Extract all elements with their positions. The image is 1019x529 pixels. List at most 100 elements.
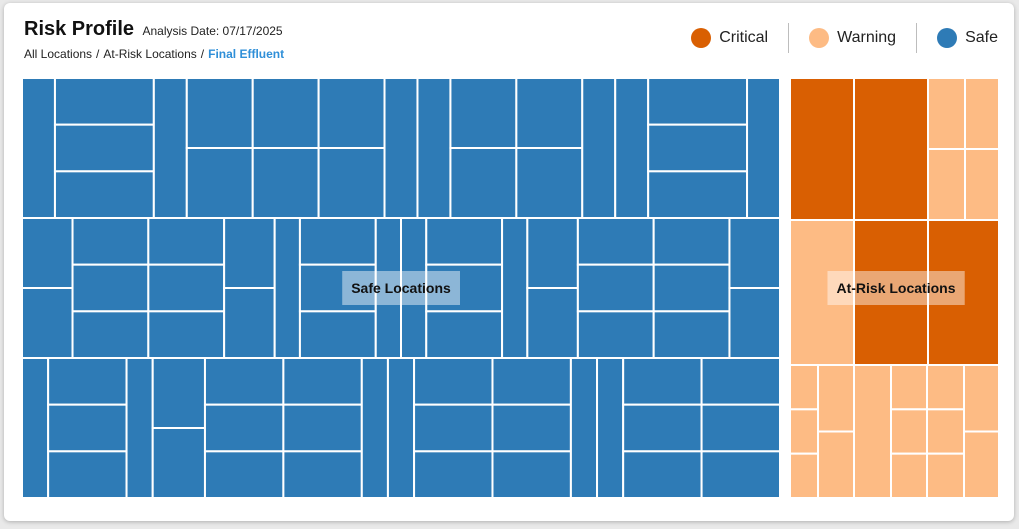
treemap-cell-safe[interactable] — [614, 78, 650, 219]
treemap-cell-safe[interactable] — [652, 263, 731, 313]
treemap-cell-safe[interactable] — [413, 403, 494, 453]
treemap-cell-safe[interactable] — [515, 78, 584, 149]
treemap-cell-safe[interactable] — [47, 357, 128, 406]
treemap-cell-warning[interactable] — [964, 78, 998, 150]
treemap-cell-safe[interactable] — [700, 450, 781, 500]
treemap-cell-safe[interactable] — [251, 78, 320, 149]
treemap-cell-safe[interactable] — [317, 147, 386, 219]
treemap-cell-safe[interactable] — [576, 217, 655, 266]
treemap-cell-safe[interactable] — [185, 78, 254, 149]
treemap-cell-warning[interactable] — [926, 364, 965, 411]
treemap-cell-safe[interactable] — [147, 263, 226, 313]
treemap-cell-safe[interactable] — [449, 78, 518, 149]
treemap-cell-safe[interactable] — [746, 78, 781, 219]
treemap-cell-safe[interactable] — [22, 357, 50, 499]
treemap-cell-safe[interactable] — [71, 310, 150, 359]
treemap-cell-warning[interactable] — [890, 364, 928, 411]
treemap-cell-warning[interactable] — [926, 452, 965, 499]
treemap-cell-safe[interactable] — [185, 147, 254, 219]
treemap-cell-warning[interactable] — [817, 364, 855, 433]
treemap-cell-warning[interactable] — [890, 408, 928, 455]
treemap-cell-warning[interactable] — [964, 148, 998, 221]
treemap-cell-warning[interactable] — [817, 430, 855, 499]
treemap-cell-safe[interactable] — [383, 78, 419, 219]
breadcrumb-final-effluent[interactable]: Final Effluent — [208, 47, 285, 61]
treemap-cell-warning[interactable] — [789, 364, 819, 411]
treemap-cell-safe[interactable] — [576, 310, 655, 359]
treemap-cell-safe[interactable] — [491, 357, 572, 406]
treemap-cell-safe[interactable] — [425, 263, 504, 313]
treemap-cell-warning[interactable] — [927, 78, 966, 150]
treemap-cell-safe[interactable] — [317, 78, 386, 149]
treemap-cell-safe[interactable] — [251, 147, 320, 219]
legend-item-warning[interactable]: Warning — [789, 23, 918, 53]
treemap-cell-safe[interactable] — [596, 357, 625, 499]
treemap-cell-warning[interactable] — [789, 452, 819, 499]
treemap-cell-safe[interactable] — [71, 217, 150, 266]
treemap-cell-critical[interactable] — [853, 78, 929, 221]
treemap-cell-safe[interactable] — [203, 357, 285, 406]
treemap-cell-safe[interactable] — [151, 357, 206, 429]
treemap-cell-safe[interactable] — [47, 403, 128, 453]
treemap-cell-safe[interactable] — [652, 310, 731, 359]
treemap-cell-safe[interactable] — [622, 403, 703, 453]
treemap-cell-safe[interactable] — [223, 287, 276, 359]
treemap-cell-safe[interactable] — [223, 217, 276, 289]
treemap-cell-warning[interactable] — [789, 408, 819, 455]
treemap-cell-safe[interactable] — [501, 217, 529, 359]
treemap-cell-warning[interactable] — [890, 452, 928, 499]
treemap-cell-safe[interactable] — [413, 450, 494, 500]
breadcrumb-all-locations[interactable]: All Locations — [24, 47, 93, 61]
treemap-cell-safe[interactable] — [413, 357, 494, 406]
treemap-cell-safe[interactable] — [386, 357, 416, 499]
treemap-cell-safe[interactable] — [298, 217, 377, 266]
treemap-cell-safe[interactable] — [622, 357, 703, 406]
treemap-cell-safe[interactable] — [71, 263, 150, 313]
treemap-cell-safe[interactable] — [569, 357, 599, 499]
breadcrumb-at-risk-locations[interactable]: At-Risk Locations — [103, 47, 197, 61]
treemap-cell-safe[interactable] — [449, 147, 518, 219]
treemap-cell-safe[interactable] — [22, 217, 74, 289]
treemap-cell-safe[interactable] — [728, 217, 782, 289]
treemap-cell-safe[interactable] — [581, 78, 617, 219]
legend-item-safe[interactable]: Safe — [917, 28, 998, 48]
treemap-cell-safe[interactable] — [151, 427, 206, 499]
treemap-cell-warning[interactable] — [927, 148, 966, 221]
treemap-cell-warning[interactable] — [963, 430, 998, 499]
treemap-cell-safe[interactable] — [125, 357, 154, 499]
treemap-cell-safe[interactable] — [425, 310, 504, 359]
treemap-cell-safe[interactable] — [526, 217, 579, 289]
treemap-cell-warning[interactable] — [926, 408, 965, 455]
treemap-cell-warning[interactable] — [853, 364, 892, 499]
treemap-cell-safe[interactable] — [282, 450, 363, 500]
treemap-cell-safe[interactable] — [53, 170, 155, 220]
treemap-cell-safe[interactable] — [22, 78, 56, 219]
treemap-cell-safe[interactable] — [491, 450, 572, 500]
treemap-cell-safe[interactable] — [360, 357, 389, 499]
treemap-cell-safe[interactable] — [576, 263, 655, 313]
treemap-cell-critical[interactable] — [789, 78, 855, 221]
treemap-cell-safe[interactable] — [491, 403, 572, 453]
treemap-cell-safe[interactable] — [700, 403, 781, 453]
treemap-cell-safe[interactable] — [298, 263, 377, 313]
treemap-cell-safe[interactable] — [147, 310, 226, 359]
treemap-cell-safe[interactable] — [53, 123, 155, 173]
treemap-cell-safe[interactable] — [515, 147, 584, 219]
treemap-cell-safe[interactable] — [53, 78, 155, 126]
treemap-cell-safe[interactable] — [425, 217, 504, 266]
treemap-cell-safe[interactable] — [622, 450, 703, 500]
treemap-cell-safe[interactable] — [203, 450, 285, 500]
treemap-cell-safe[interactable] — [282, 357, 363, 406]
treemap-cell-safe[interactable] — [647, 78, 749, 126]
treemap-cell-safe[interactable] — [152, 78, 188, 219]
legend-item-critical[interactable]: Critical — [691, 23, 790, 53]
treemap-cell-safe[interactable] — [203, 403, 285, 453]
treemap-cell-safe[interactable] — [526, 287, 579, 359]
treemap-cell-safe[interactable] — [647, 123, 749, 173]
treemap-cell-warning[interactable] — [963, 364, 998, 433]
treemap-cell-safe[interactable] — [700, 357, 781, 406]
treemap-cell-safe[interactable] — [298, 310, 377, 359]
treemap-cell-safe[interactable] — [282, 403, 363, 453]
treemap-cell-safe[interactable] — [147, 217, 226, 266]
treemap-cell-safe[interactable] — [728, 287, 782, 359]
